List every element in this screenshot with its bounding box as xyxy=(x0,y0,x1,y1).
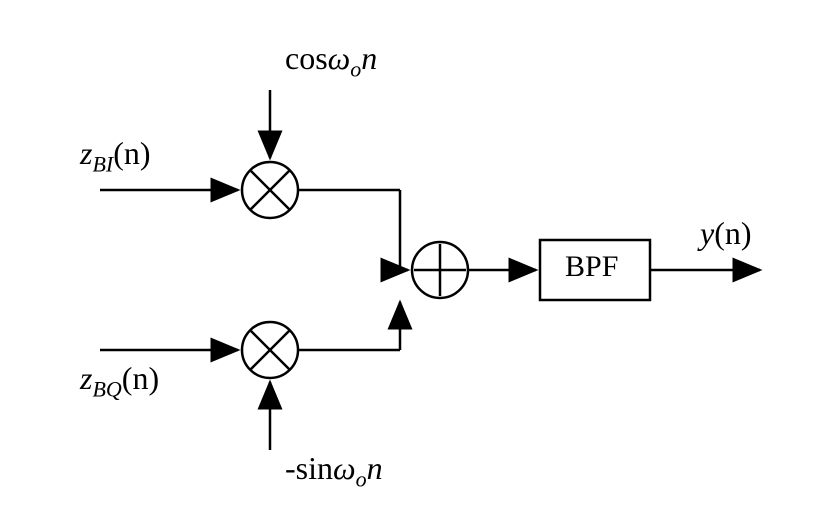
label-cos: cosωon xyxy=(285,40,377,82)
multiplier-bottom xyxy=(242,322,298,378)
label-zbi: zBI(n) xyxy=(80,135,151,177)
label-yn: y(n) xyxy=(700,215,752,252)
adder xyxy=(412,242,468,298)
label-zbq: zBQ(n) xyxy=(80,360,159,402)
diagram-svg xyxy=(0,0,824,531)
label-bpf: BPF xyxy=(565,250,618,284)
label-sin: -sinωon xyxy=(285,450,383,492)
multiplier-top xyxy=(242,162,298,218)
